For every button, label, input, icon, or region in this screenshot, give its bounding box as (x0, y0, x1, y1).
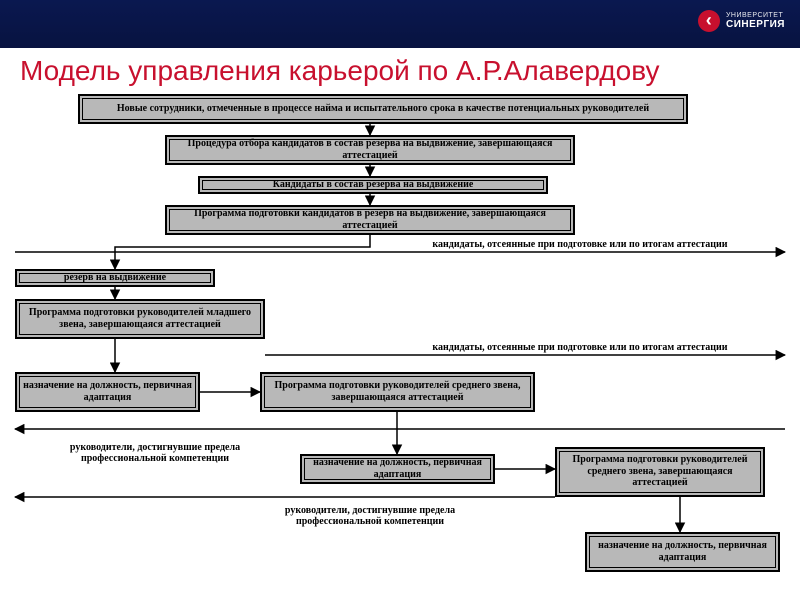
logo-top-label: УНИВЕРСИТЕТ (726, 12, 785, 20)
logo-badge: УНИВЕРСИТЕТ СИНЕРГИЯ (698, 10, 785, 32)
logo-chevron-icon (698, 10, 720, 32)
flow-node-n7: назначение на должность, первичная адапт… (15, 372, 200, 412)
flow-node-n8: Программа подготовки руководителей средн… (260, 372, 535, 412)
flow-node-n11: назначение на должность, первичная адапт… (585, 532, 780, 572)
flow-node-n6: Программа подготовки руководителей младш… (15, 299, 265, 339)
caption-c2: кандидаты, отсеянные при подготовке или … (400, 342, 760, 354)
logo-text: УНИВЕРСИТЕТ СИНЕРГИЯ (726, 12, 785, 31)
header-bar: УНИВЕРСИТЕТ СИНЕРГИЯ (0, 0, 800, 48)
flow-node-n1: Новые сотрудники, отмеченные в процессе … (78, 94, 688, 124)
caption-c1: кандидаты, отсеянные при подготовке или … (400, 239, 760, 251)
flowchart-diagram: Новые сотрудники, отмеченные в процессе … (0, 92, 800, 562)
flow-node-n2: Процедура отбора кандидатов в состав рез… (165, 135, 575, 165)
flow-node-n3: Кандидаты в состав резерва на выдвижение (198, 176, 548, 194)
flow-node-n10: Программа подготовки руководителей средн… (555, 447, 765, 497)
caption-c3: руководители, достигнувшие предела профе… (35, 442, 275, 465)
page-title: Модель управления карьерой по А.Р.Алавер… (0, 48, 800, 92)
flow-node-n4: Программа подготовки кандидатов в резерв… (165, 205, 575, 235)
flow-node-n5: резерв на выдвижение (15, 269, 215, 287)
flow-node-n9: назначение на должность, первичная адапт… (300, 454, 495, 484)
caption-c4: руководители, достигнувшие предела профе… (250, 505, 490, 528)
logo-bottom-label: СИНЕРГИЯ (726, 19, 785, 30)
